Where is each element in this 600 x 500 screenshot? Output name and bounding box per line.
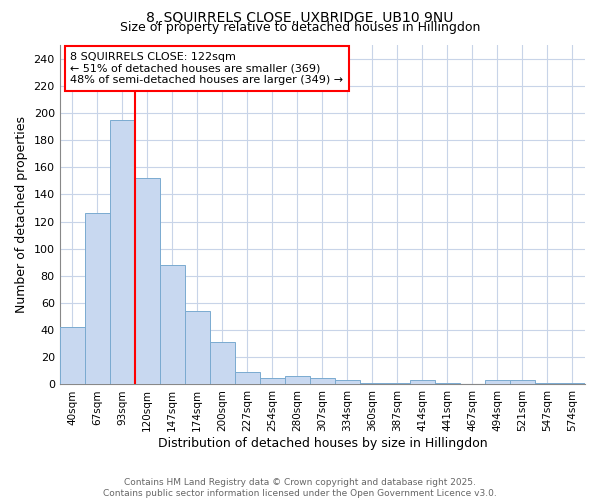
- Bar: [360, 383, 385, 384]
- Bar: [535, 383, 560, 384]
- Bar: [85, 214, 110, 384]
- Bar: [435, 383, 460, 384]
- Bar: [185, 311, 210, 384]
- Text: 8, SQUIRRELS CLOSE, UXBRIDGE, UB10 9NU: 8, SQUIRRELS CLOSE, UXBRIDGE, UB10 9NU: [146, 11, 454, 25]
- Bar: [410, 380, 435, 384]
- Bar: [510, 380, 535, 384]
- Bar: [260, 378, 285, 384]
- Bar: [110, 120, 135, 384]
- Y-axis label: Number of detached properties: Number of detached properties: [15, 116, 28, 313]
- Bar: [160, 265, 185, 384]
- Text: 8 SQUIRRELS CLOSE: 122sqm
← 51% of detached houses are smaller (369)
48% of semi: 8 SQUIRRELS CLOSE: 122sqm ← 51% of detac…: [70, 52, 343, 85]
- Bar: [485, 380, 510, 384]
- Text: Contains HM Land Registry data © Crown copyright and database right 2025.
Contai: Contains HM Land Registry data © Crown c…: [103, 478, 497, 498]
- Bar: [210, 342, 235, 384]
- Bar: [285, 376, 310, 384]
- Bar: [335, 380, 360, 384]
- Bar: [310, 378, 335, 384]
- Bar: [560, 383, 585, 384]
- Bar: [135, 178, 160, 384]
- Bar: [385, 383, 410, 384]
- Text: Size of property relative to detached houses in Hillingdon: Size of property relative to detached ho…: [120, 21, 480, 34]
- X-axis label: Distribution of detached houses by size in Hillingdon: Distribution of detached houses by size …: [158, 437, 487, 450]
- Bar: [235, 372, 260, 384]
- Bar: [59, 328, 85, 384]
